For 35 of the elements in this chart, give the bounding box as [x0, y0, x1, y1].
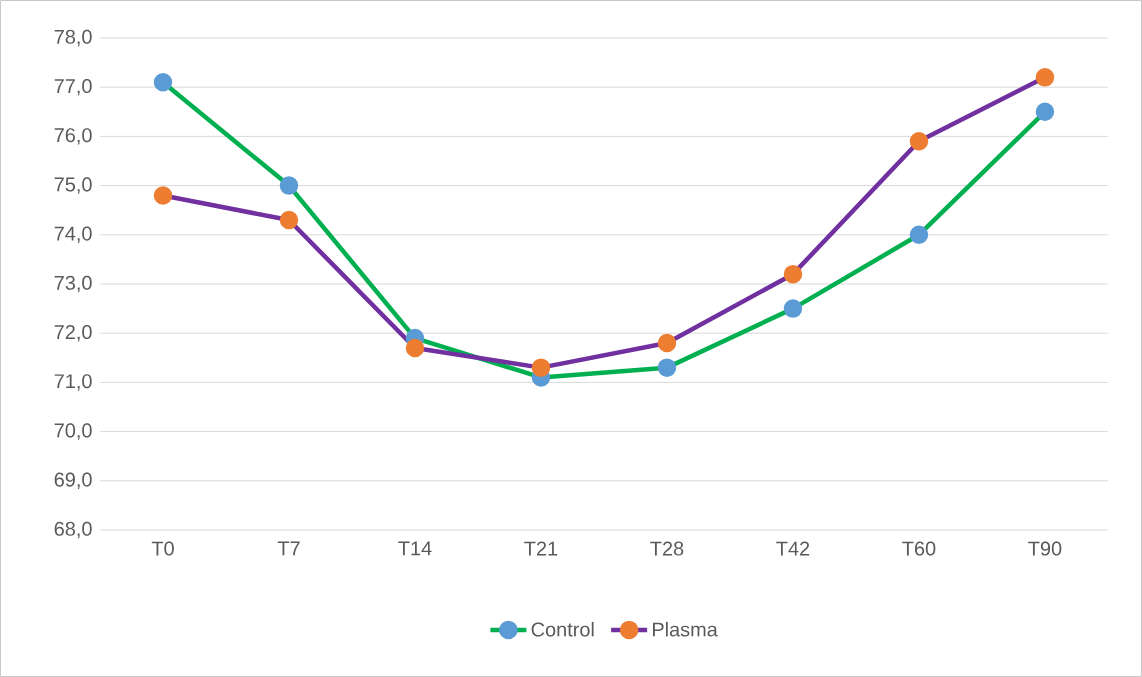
point [153, 73, 173, 92]
legend-label: Control [531, 621, 594, 637]
legend-label: Plasma [653, 621, 718, 637]
y-tick-label: 69,0 [54, 472, 92, 490]
point [909, 225, 929, 245]
y-tick-label: 76,0 [54, 128, 92, 145]
point [657, 358, 677, 377]
point [657, 333, 677, 353]
y-tick-label: 72,0 [54, 324, 92, 342]
x-tick-label: T7 [277, 541, 300, 556]
y-tick-label: 75,0 [54, 177, 92, 194]
x-tick-label: T90 [1028, 541, 1062, 556]
point [909, 132, 929, 151]
point [279, 210, 299, 230]
y-tick-label: 71,0 [54, 374, 92, 391]
point [405, 338, 425, 358]
point [783, 299, 803, 318]
x-tick-label: T42 [776, 541, 810, 556]
x-tick-label: T28 [650, 541, 684, 556]
point [1035, 102, 1055, 122]
y-tick-label: 74,0 [54, 226, 92, 244]
point [1035, 68, 1055, 87]
y-tick-label: 70,0 [54, 423, 92, 440]
point [279, 176, 299, 195]
y-tick-label: 73,0 [54, 275, 92, 293]
x-tick-label: T60 [902, 541, 936, 556]
y-tick-label: 78,0 [54, 29, 92, 47]
point [153, 186, 173, 205]
x-tick-label: T14 [398, 541, 432, 556]
y-tick-label: 77,0 [54, 78, 92, 96]
point [531, 358, 551, 377]
x-tick-label: T21 [524, 541, 558, 556]
y-tick-label: 68,0 [54, 521, 92, 539]
point [783, 264, 803, 284]
x-tick-label: T0 [151, 541, 174, 556]
